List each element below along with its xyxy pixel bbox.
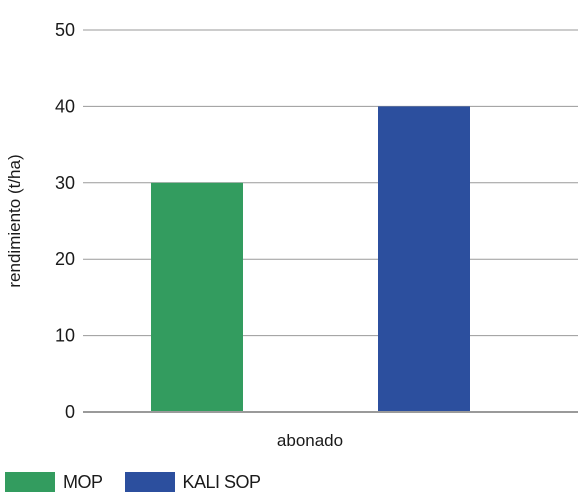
legend-swatch-mop [5, 472, 55, 492]
legend-item-kali-sop: KALI SOP [124, 471, 262, 493]
x-axis-label: abonado [277, 431, 343, 450]
y-axis-label: rendimiento (t/ha) [5, 154, 24, 287]
y-tick-label-40: 40 [55, 96, 75, 116]
bar-mop [151, 182, 243, 412]
bar-chart: 0 10 20 30 40 50 abonado rendimiento (t/ha) [5, 20, 578, 450]
y-tick-label-20: 20 [55, 249, 75, 269]
y-tick-label-50: 50 [55, 20, 75, 40]
bar-kali-sop [378, 106, 470, 413]
y-tick-label-10: 10 [55, 326, 75, 346]
legend-label-kali-sop: KALI SOP [182, 471, 262, 492]
legend-label-mop: MOP [63, 471, 103, 492]
bars [151, 106, 470, 413]
legend-item-mop: MOP [5, 472, 103, 493]
y-tick-labels: 0 10 20 30 40 50 [55, 20, 75, 422]
legend: MOP KALI SOP [5, 470, 283, 494]
y-tick-label-30: 30 [55, 173, 75, 193]
y-tick-label-0: 0 [65, 402, 75, 422]
legend-swatch-kali-sop [124, 472, 175, 492]
